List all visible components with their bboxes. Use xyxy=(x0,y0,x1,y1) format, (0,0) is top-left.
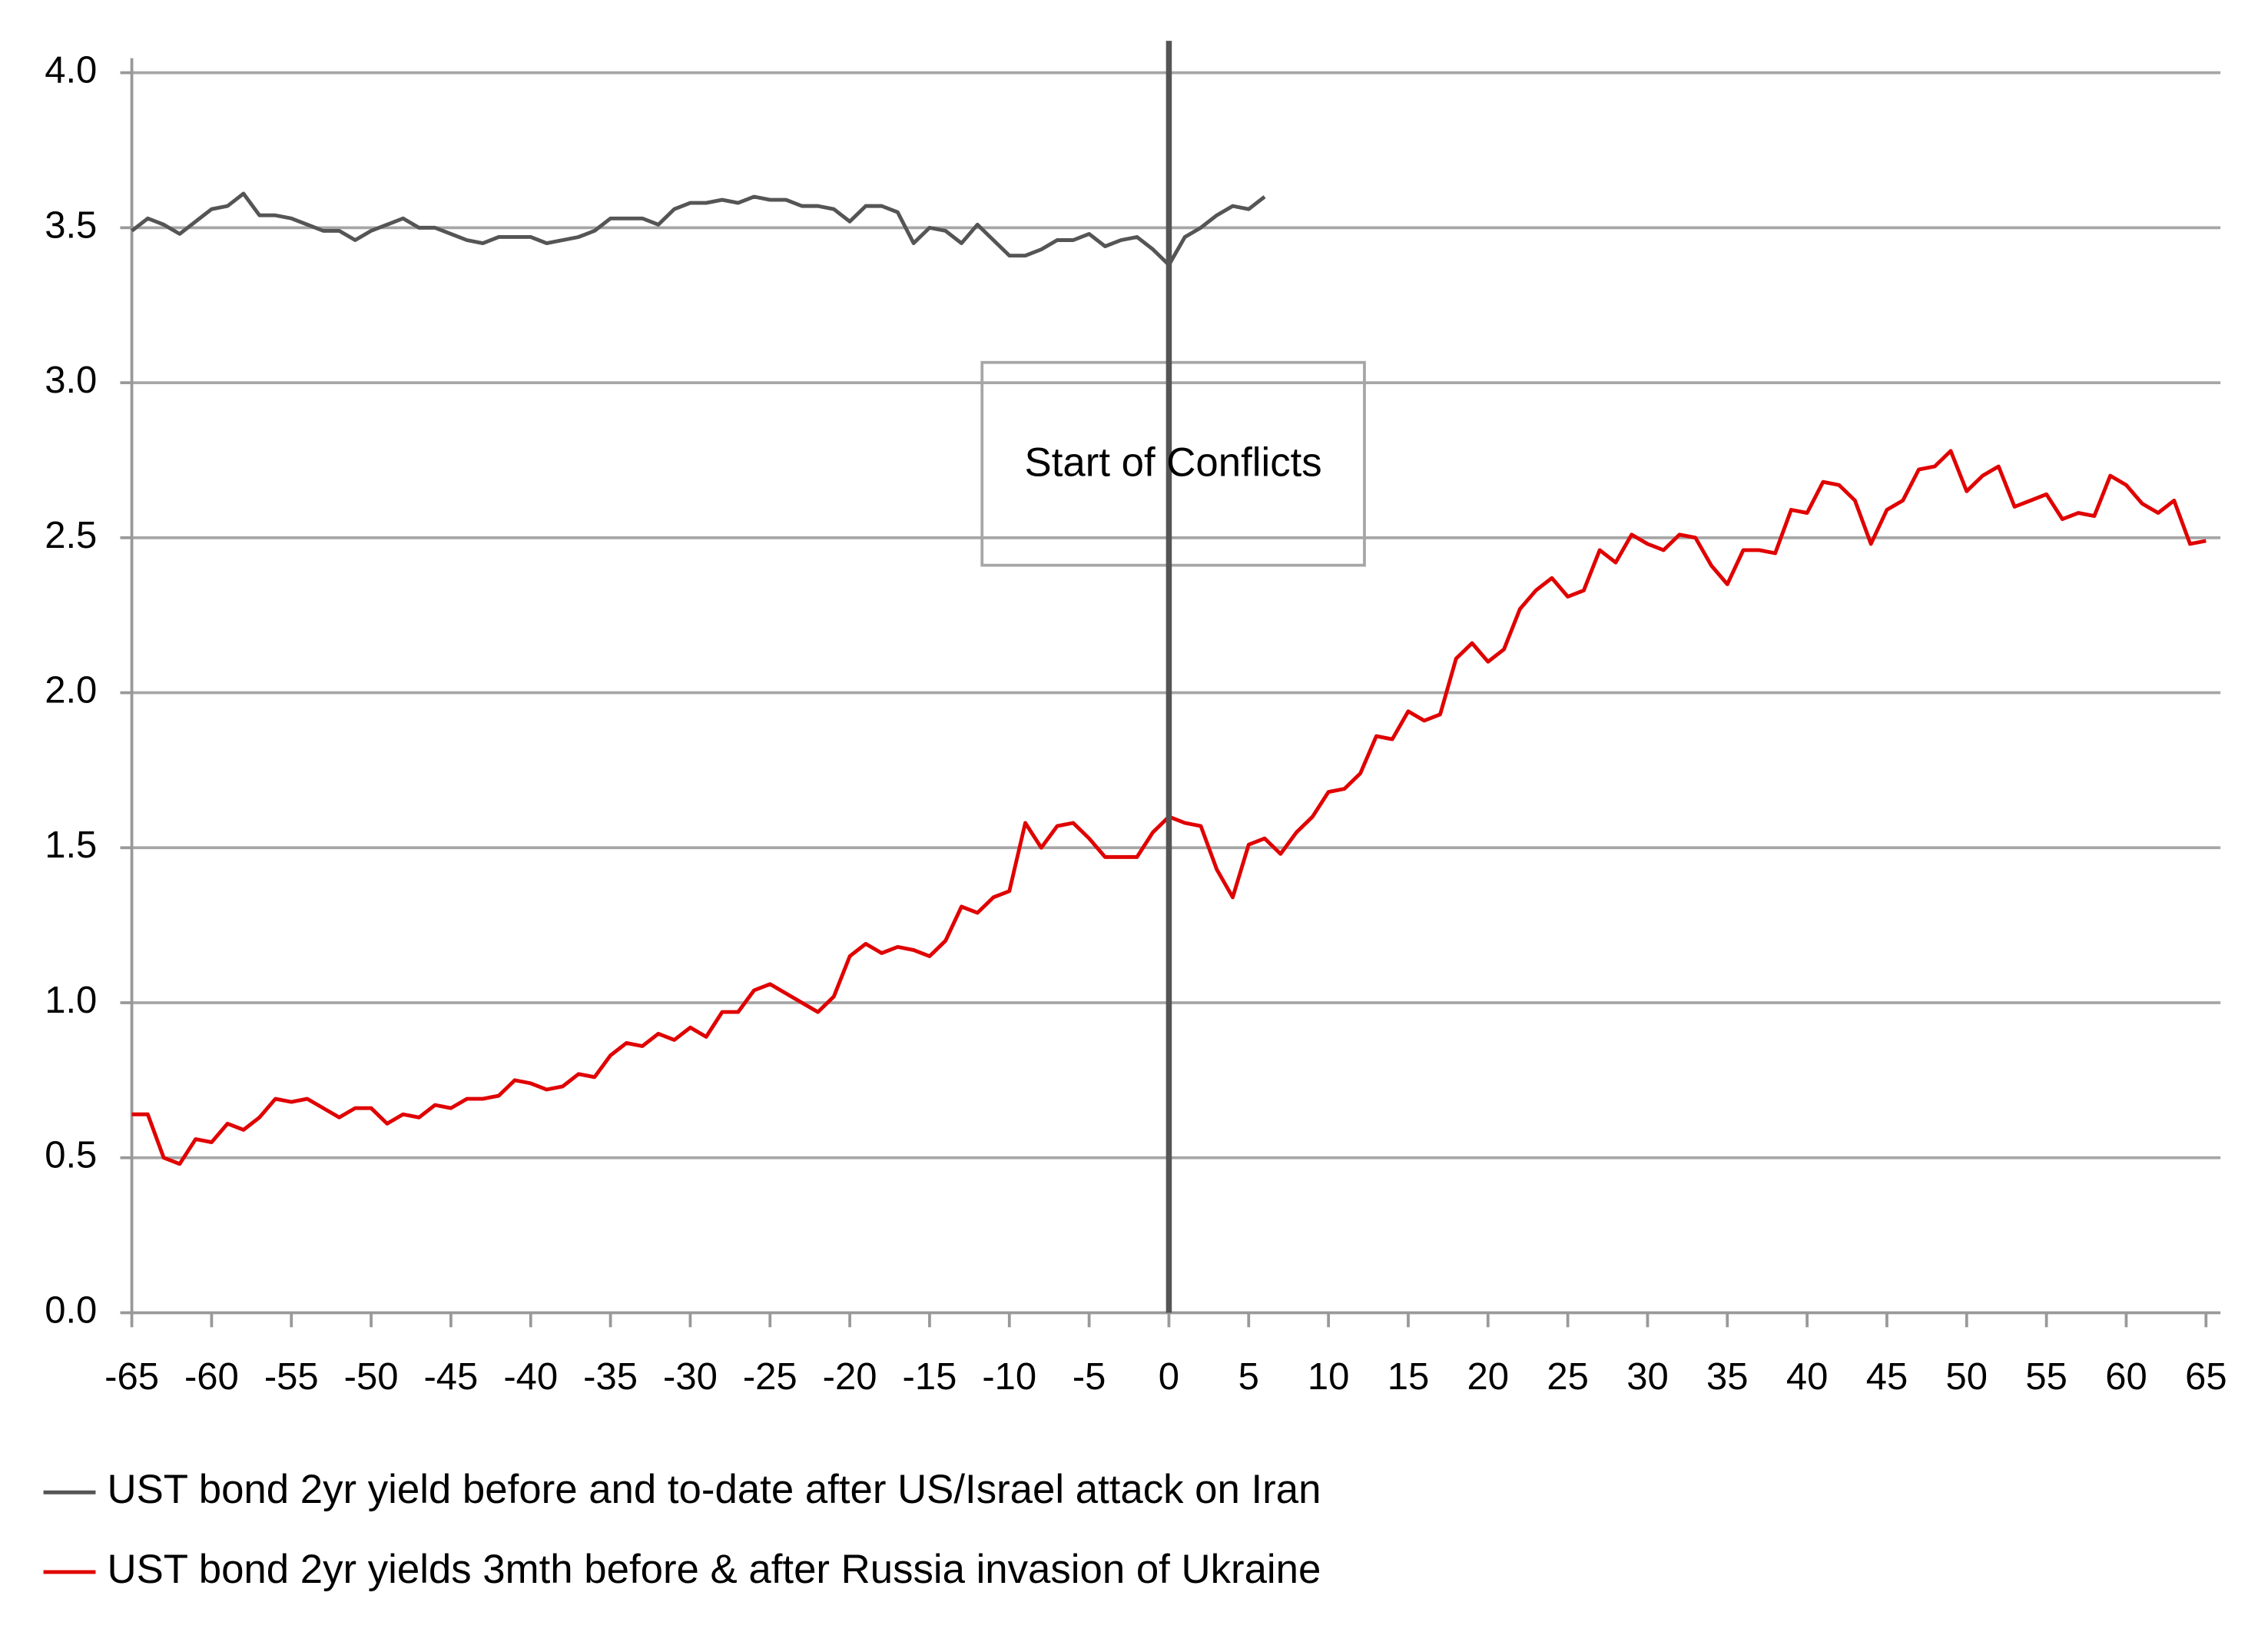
x-tick-label: 65 xyxy=(2185,1356,2227,1398)
x-tick-label: -35 xyxy=(583,1356,638,1398)
x-tick-label: 55 xyxy=(2025,1356,2067,1398)
y-tick-label: 1.5 xyxy=(45,824,97,866)
series-line xyxy=(131,191,1266,267)
y-tick-label: 2.5 xyxy=(45,515,97,556)
legend-label: UST bond 2yr yield before and to-date af… xyxy=(108,1467,1321,1512)
y-tick-label: 1.0 xyxy=(45,980,97,1021)
x-tick-label: 5 xyxy=(1238,1356,1259,1398)
x-tick-label: 25 xyxy=(1547,1356,1589,1398)
y-tick-label: 2.0 xyxy=(45,670,97,712)
legend-label: UST bond 2yr yields 3mth before & after … xyxy=(108,1547,1321,1592)
x-tick-label: 15 xyxy=(1388,1356,1430,1398)
x-tick-label: -20 xyxy=(823,1356,877,1398)
x-tick-label: 0 xyxy=(1159,1356,1179,1398)
x-tick-label: -55 xyxy=(264,1356,319,1398)
y-tick-label: 4.0 xyxy=(45,50,97,91)
x-tick-label: 35 xyxy=(1706,1356,1749,1398)
x-tick-label: 10 xyxy=(1308,1356,1350,1398)
x-tick-label: -50 xyxy=(344,1356,399,1398)
y-tick-label: 3.5 xyxy=(45,204,97,246)
x-tick-label: -15 xyxy=(903,1356,957,1398)
x-tick-label: 60 xyxy=(2105,1356,2147,1398)
annotation-text: Start of Conflicts xyxy=(1025,440,1322,485)
y-tick-label: 0.0 xyxy=(45,1289,97,1331)
annotation-box xyxy=(980,360,1366,567)
x-tick-label: -40 xyxy=(503,1356,558,1398)
y-tick-label: 3.0 xyxy=(45,360,97,401)
x-tick-label: 50 xyxy=(1946,1356,1988,1398)
x-tick-label: -60 xyxy=(184,1356,239,1398)
x-tick-label: -45 xyxy=(423,1356,478,1398)
x-tick-label: 30 xyxy=(1626,1356,1669,1398)
x-tick-label: -65 xyxy=(104,1356,159,1398)
x-tick-label: -25 xyxy=(743,1356,797,1398)
y-tick-label: 0.5 xyxy=(45,1135,97,1176)
x-tick-label: 40 xyxy=(1786,1356,1829,1398)
x-tick-label: -5 xyxy=(1073,1356,1106,1398)
x-tick-label: -10 xyxy=(982,1356,1036,1398)
x-tick-label: 20 xyxy=(1467,1356,1510,1398)
x-tick-label: 45 xyxy=(1866,1356,1908,1398)
x-tick-label: -30 xyxy=(663,1356,718,1398)
